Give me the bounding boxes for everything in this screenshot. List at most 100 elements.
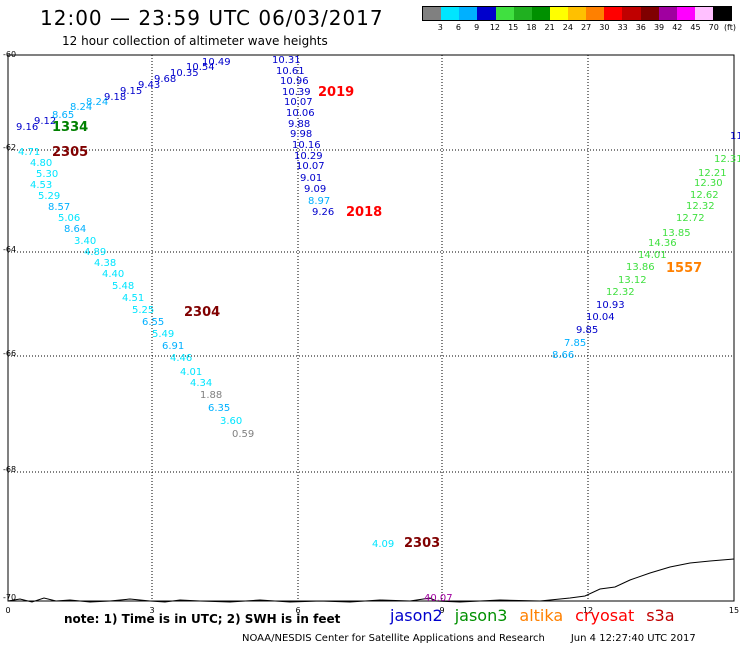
wave-reading: 4.80 [30,158,52,169]
legend-tick-label: 70 [708,23,719,32]
wave-reading: 10.93 [596,300,625,311]
wave-reading: 5.06 [58,213,80,224]
legend-swatch [513,7,532,20]
legend-tick-label: 21 [544,23,555,32]
legend-swatch [640,7,659,20]
wave-reading: 9.85 [576,325,598,336]
wave-reading: 12.30 [694,178,723,189]
wave-reading: 8.66 [552,350,574,361]
wave-reading: 4.51 [122,293,144,304]
wave-reading: 9.16 [16,122,38,133]
longitude-label: 12 [583,606,593,615]
wave-reading: 10.07 [296,161,325,172]
wave-reading: 10.35 [170,68,199,79]
pass-label: 2019 [318,85,354,100]
wave-reading: 8.24 [70,102,92,113]
satellite-name: cryosat [575,606,635,625]
satellite-name: s3a [646,606,675,625]
wave-reading: 9.26 [312,207,334,218]
footnote: note: 1) Time is in UTC; 2) SWH is in fe… [64,612,341,626]
legend-tick-label: 33 [617,23,628,32]
wave-reading: 8.57 [48,202,70,213]
wave-reading: 13.12 [618,275,647,286]
latitude-label: -70 [3,593,16,602]
wave-reading: 10.29 [294,151,323,162]
wave-reading: 9.98 [290,129,312,140]
wave-reading: 12.32 [686,201,715,212]
legend-tick-label: 30 [599,23,610,32]
wave-reading: 10.16 [292,140,321,151]
legend-swatch [676,7,695,20]
wave-reading: 13.85 [662,228,691,239]
legend-swatch [658,7,677,20]
legend-tick-label: 45 [690,23,701,32]
wave-reading: 6.91 [162,341,184,352]
legend-tick-label: 42 [672,23,683,32]
wave-reading: 9.15 [120,86,142,97]
wave-reading: 9.18 [104,92,126,103]
wave-reading: 10.06 [286,108,315,119]
wave-reading: 9.68 [154,74,176,85]
legend-tick-label: 12 [489,23,501,32]
wave-reading: 11. [730,131,740,142]
wave-reading: 10.07 [284,97,313,108]
legend-swatch [441,7,460,20]
wave-reading: 6.35 [208,403,230,414]
wave-reading: 12.62 [690,190,719,201]
wave-reading: 12.32 [606,287,635,298]
legend-tick-label: 24 [562,23,573,32]
latitude-label: -64 [3,245,16,254]
wave-reading: 4.89 [84,247,106,258]
wave-reading: 12.31 [714,154,740,165]
wave-reading: 13.86 [626,262,655,273]
wave-reading: 4.40 [102,269,124,280]
wave-reading: 14.01 [638,250,667,261]
footer-timestamp: Jun 4 12:27:40 UTC 2017 [570,633,696,644]
wave-reading: 4.46 [170,353,192,364]
satellite-name: jason2 [390,606,443,625]
satellite-legend: jason2 jason3 altika cryosat s3a [390,606,675,625]
wave-reading: 0.59 [232,429,254,440]
wave-reading: 1.88 [200,390,222,401]
legend-swatch [549,7,568,20]
wave-reading: 7.85 [564,338,586,349]
legend-swatch [604,7,623,20]
wave-reading: 8.65 [52,110,74,121]
wave-reading: 4.01 [180,367,202,378]
latitude-label: -60 [3,50,16,59]
wave-reading: 4.09 [372,539,394,550]
wave-reading: 8.64 [64,224,86,235]
wave-reading: 9.88 [288,119,310,130]
legend-swatch [622,7,641,20]
pass-label: 2303 [404,536,440,551]
legend-tick-label: 39 [653,23,665,32]
wave-reading: 40.07 [424,593,453,604]
wave-reading: 3.60 [220,416,242,427]
latitude-label: -62 [3,143,16,152]
latitude-label: -68 [3,465,16,474]
pass-label: 2304 [184,305,220,320]
antarctic-coastline [7,558,735,603]
legend-swatch [694,7,713,20]
color-legend: 3 6 9 12 15 18 21 24 27 30 33 36 39 42 45 70 (ft) [422,6,736,33]
wave-reading: 5.29 [38,191,60,202]
pass-label: 2305 [52,145,88,160]
legend-tick-label: 36 [635,23,646,32]
footer: NOAA/NESDIS Center for Satellite Applica… [242,633,696,644]
longitude-label: 3 [149,606,154,615]
graticule [8,55,734,601]
longitude-label: 6 [295,606,300,615]
legend-tick-label: (ft) [723,23,736,32]
axis-labels: -60 -62 -64 -66 -68 -70 0 3 6 9 12 15 [3,50,739,615]
wave-reading: 9.09 [304,184,326,195]
wave-reading: 10.54 [186,62,215,73]
legend-tick-label: 18 [526,23,537,32]
wave-reading: 12.21 [698,168,727,179]
wave-reading: 5.49 [152,329,174,340]
wave-reading: 9.12 [34,116,56,127]
pass-label: 1334 [52,120,88,135]
wave-reading: 10.61 [276,66,305,77]
legend-tick-label: 6 [455,23,462,32]
wave-reading: 4.34 [190,378,212,389]
